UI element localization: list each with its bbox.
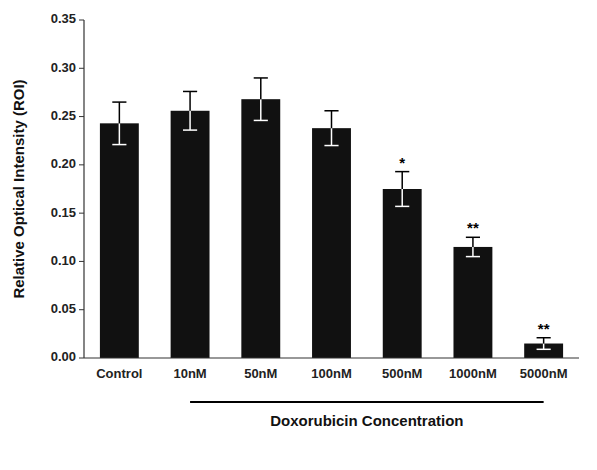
bar <box>453 247 492 358</box>
bracket-line <box>190 401 544 403</box>
error-bar-upper-cap <box>537 337 551 339</box>
error-bar-upper-cap <box>183 91 197 93</box>
x-tick-label: 5000nM <box>520 366 568 381</box>
y-tick <box>79 164 84 165</box>
error-bar-upper <box>472 237 474 247</box>
x-tick-label: 1000nM <box>449 366 497 381</box>
significance-markers: ***** <box>399 154 549 337</box>
error-bar <box>466 237 480 256</box>
error-bar-upper <box>543 338 545 344</box>
x-tick-label: 100nM <box>311 366 351 381</box>
error-bar-lower <box>260 99 262 120</box>
y-tick-label: 0.30 <box>51 60 76 75</box>
x-tick-label: 50nM <box>244 366 277 381</box>
error-bar-upper-cap <box>395 171 409 173</box>
error-bar-lower <box>331 128 333 145</box>
error-bar-upper-cap <box>254 77 268 79</box>
error-bar-lower-cap <box>112 144 126 146</box>
y-tick <box>79 68 84 69</box>
error-bar <box>324 111 338 146</box>
y-tick <box>79 213 84 214</box>
error-bar-upper-cap <box>324 110 338 112</box>
error-bar <box>537 338 551 350</box>
error-bar-upper-cap <box>466 237 480 239</box>
y-tick-label: 0.10 <box>51 253 76 268</box>
error-bar-lower <box>119 123 121 144</box>
x-axis-label: Doxorubicin Concentration <box>270 412 463 429</box>
error-bar <box>183 91 197 130</box>
y-tick-label: 0.00 <box>51 349 76 364</box>
significance-marker: ** <box>538 320 550 337</box>
error-bar <box>112 102 126 144</box>
error-bar <box>254 78 268 120</box>
x-tick-label: Control <box>96 366 142 381</box>
error-bar-lower-cap <box>183 129 197 131</box>
plot-area <box>100 78 563 358</box>
bar <box>312 128 351 358</box>
y-tick <box>79 261 84 262</box>
error-bar-upper <box>331 111 333 128</box>
bar <box>383 189 422 358</box>
y-tick <box>79 20 84 21</box>
significance-marker: * <box>399 154 405 171</box>
error-bar-lower-cap <box>324 145 338 147</box>
bar <box>100 123 139 358</box>
error-bar-lower-cap <box>395 206 409 208</box>
chart: 0.00 0.05 0.10 0.15 0.20 0.25 0.30 0.35 Relative… <box>0 0 597 470</box>
y-tick-label: 0.15 <box>51 205 76 220</box>
error-bar-lower <box>543 344 545 350</box>
y-tick <box>79 116 84 117</box>
y-tick-label: 0.05 <box>51 301 76 316</box>
y-tick-label: 0.35 <box>51 11 76 26</box>
error-bar-upper <box>401 172 403 189</box>
error-bar-lower <box>189 111 191 130</box>
y-axis-label: Relative Optical Intensity (ROI) <box>10 79 27 298</box>
error-bar-upper-cap <box>112 101 126 103</box>
x-tick-label: 10nM <box>173 366 206 381</box>
significance-marker: ** <box>467 219 479 236</box>
bar <box>241 99 280 358</box>
error-bar-lower-cap <box>254 120 268 122</box>
error-bar-lower-cap <box>466 256 480 258</box>
error-bar-lower-cap <box>537 349 551 351</box>
error-bar-upper <box>260 78 262 99</box>
bar <box>524 344 563 358</box>
x-axis: Control 10nM 50nM 100nM 500nM 1000nM 5000nM <box>84 358 579 381</box>
y-tick <box>79 309 84 310</box>
x-axis-line <box>84 357 579 358</box>
y-axis: 0.00 0.05 0.10 0.15 0.20 0.25 0.30 0.35 <box>51 11 84 364</box>
error-bar-lower <box>401 189 403 206</box>
x-tick-label: 500nM <box>382 366 422 381</box>
error-bar <box>395 172 409 207</box>
y-tick-label: 0.25 <box>51 108 76 123</box>
error-bar-lower <box>472 247 474 257</box>
error-bar-upper <box>189 91 191 110</box>
bar <box>171 111 210 358</box>
y-tick-label: 0.20 <box>51 156 76 171</box>
error-bar-upper <box>119 102 121 123</box>
y-tick <box>79 358 84 359</box>
y-axis-line <box>83 20 84 358</box>
